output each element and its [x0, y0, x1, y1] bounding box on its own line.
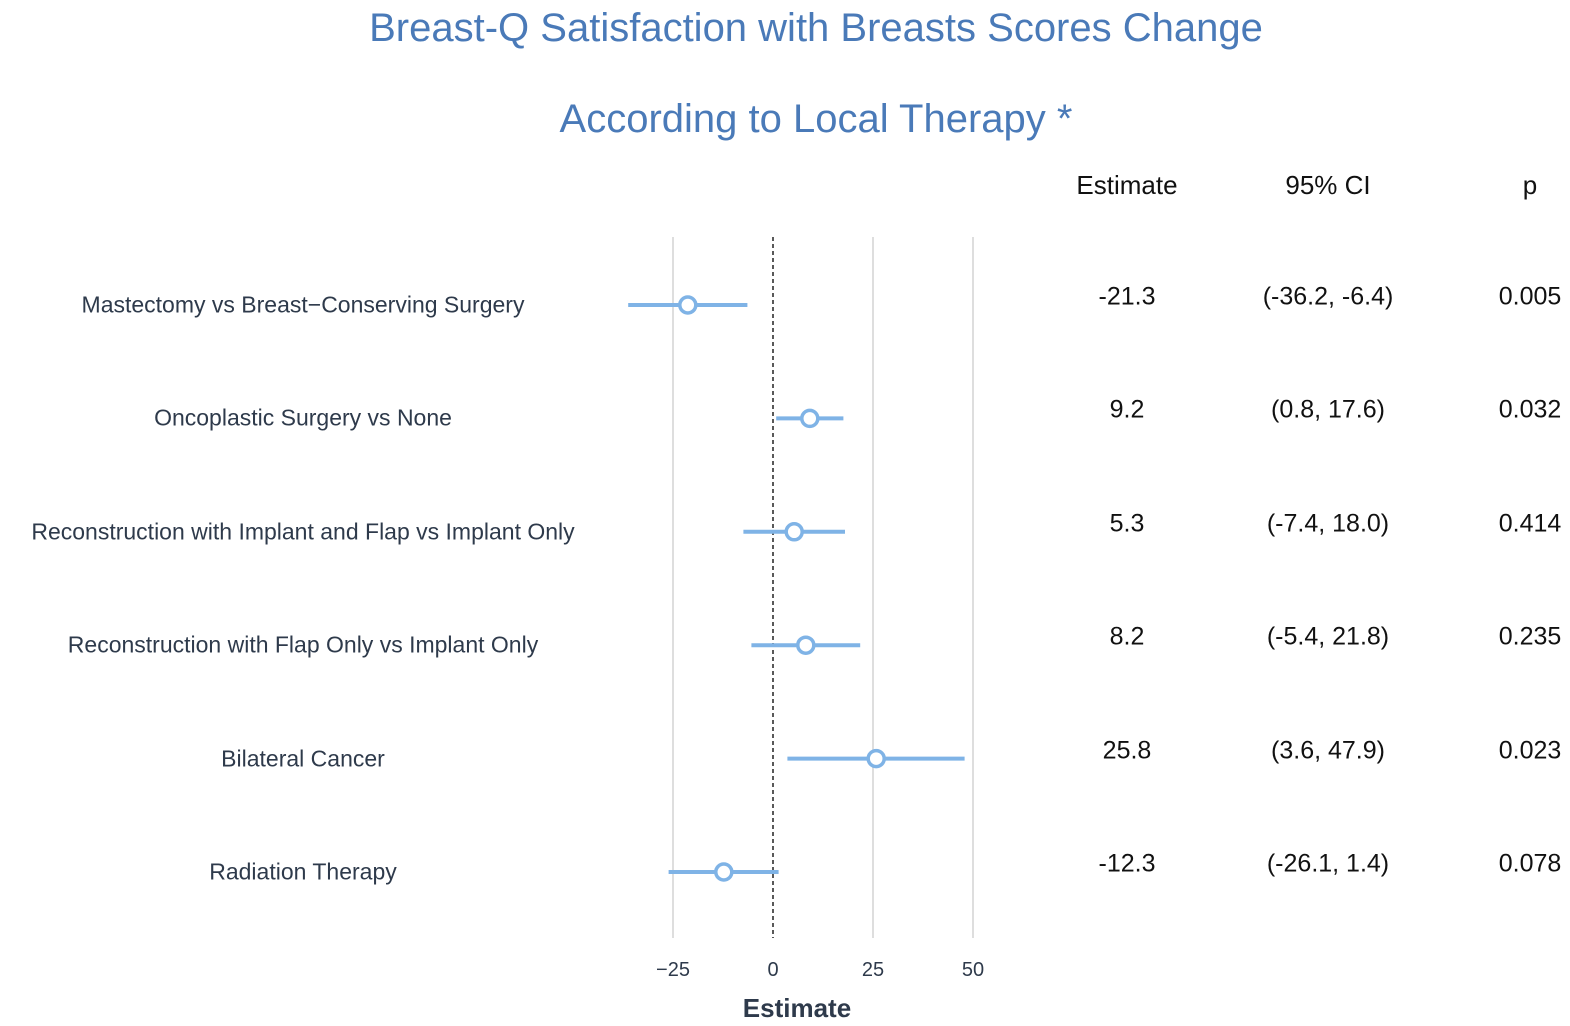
x-tick-label: 25 [862, 959, 884, 981]
p-value: 0.023 [1498, 736, 1562, 765]
estimate-value: -12.3 [1098, 849, 1156, 878]
ci-value: (0.8, 17.6) [1271, 395, 1385, 424]
column-header-p: p [1522, 170, 1538, 200]
row-label: Oncoplastic Surgery vs None [154, 404, 452, 431]
p-value: 0.414 [1498, 509, 1562, 538]
chart-title: Breast-Q Satisfaction with Breasts Score… [369, 6, 1263, 50]
x-tick-label: −25 [656, 959, 690, 981]
estimate-value: 25.8 [1102, 736, 1152, 765]
chart-subtitle: According to Local Therapy * [559, 97, 1073, 141]
estimate-marker [866, 748, 886, 769]
ci-value: (3.6, 47.9) [1271, 736, 1385, 765]
x-axis-title: Estimate [743, 993, 851, 1023]
row-label: Reconstruction with Flap Only vs Implant… [67, 631, 539, 658]
p-value: 0.235 [1498, 622, 1562, 651]
column-header-estimate: Estimate [1076, 170, 1178, 200]
estimate-marker [784, 522, 804, 542]
p-value: 0.032 [1498, 395, 1562, 424]
column-header-ci: 95% CI [1285, 170, 1371, 200]
row-label: Reconstruction with Implant and Flap vs … [31, 518, 575, 545]
estimate-value: 9.2 [1109, 395, 1145, 424]
ci-value: (-26.1, 1.4) [1266, 849, 1390, 878]
x-tick-label: 50 [962, 959, 984, 981]
row-label: Mastectomy vs Breast−Conserving Surgery [81, 291, 525, 318]
row-label: Radiation Therapy [209, 858, 397, 885]
p-value: 0.078 [1498, 849, 1562, 878]
estimate-marker [714, 862, 734, 882]
x-tick-label: 0 [767, 959, 778, 981]
estimate-marker [678, 295, 698, 315]
ci-value: (-5.4, 21.8) [1266, 622, 1390, 651]
p-value: 0.005 [1498, 282, 1562, 311]
ci-value: (-7.4, 18.0) [1266, 509, 1390, 538]
estimate-value: 8.2 [1109, 622, 1145, 651]
estimate-marker [796, 635, 816, 655]
row-label: Bilateral Cancer [221, 745, 385, 772]
estimate-marker [800, 408, 820, 429]
estimate-value: 5.3 [1109, 509, 1145, 538]
estimate-value: -21.3 [1098, 282, 1156, 311]
ci-value: (-36.2, -6.4) [1262, 282, 1394, 311]
